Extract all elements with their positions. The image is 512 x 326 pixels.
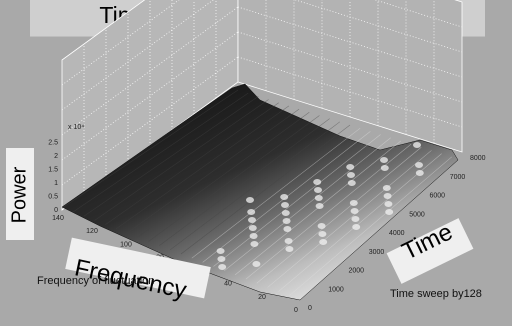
y-tick-label: 4000 <box>389 230 405 237</box>
z-tick-label: 2 <box>54 153 58 160</box>
y-tick-label: 7000 <box>450 174 466 181</box>
x-tick-label: 100 <box>120 241 132 248</box>
x-tick-label: 140 <box>52 215 64 222</box>
time-caption: Time sweep by128 <box>390 288 482 300</box>
y-tick-label: 0 <box>308 305 312 312</box>
z-axis-label: Power <box>8 166 31 224</box>
y-tick-label: 8000 <box>470 155 486 162</box>
z-exponent-label: x 10⁴ <box>68 124 84 131</box>
frequency-caption: Frequency of fluctuation <box>37 275 155 287</box>
z-tick-label: 2.5 <box>48 140 58 147</box>
z-tick-label: 0 <box>54 207 58 214</box>
y-tick-label: 6000 <box>430 193 446 200</box>
z-tick-label: 1.5 <box>48 167 58 174</box>
x-tick-label: 40 <box>224 281 232 288</box>
z-tick-label: 1 <box>54 180 58 187</box>
axes-box <box>61 0 463 211</box>
x-tick-label: 0 <box>294 307 298 314</box>
y-tick-label: 1000 <box>328 286 344 293</box>
surface <box>61 83 459 301</box>
x-tick-label: 120 <box>86 228 98 235</box>
y-tick-label: 2000 <box>349 268 365 275</box>
y-tick-label: 5000 <box>409 211 425 218</box>
x-tick-label: 20 <box>258 294 266 301</box>
z-tick-label: 0.5 <box>48 194 58 201</box>
y-tick-label: 3000 <box>369 249 385 256</box>
tick-labels: 00.511.522.5x 10⁴14012010080604020001000… <box>48 124 485 314</box>
power-label-box <box>6 148 34 240</box>
